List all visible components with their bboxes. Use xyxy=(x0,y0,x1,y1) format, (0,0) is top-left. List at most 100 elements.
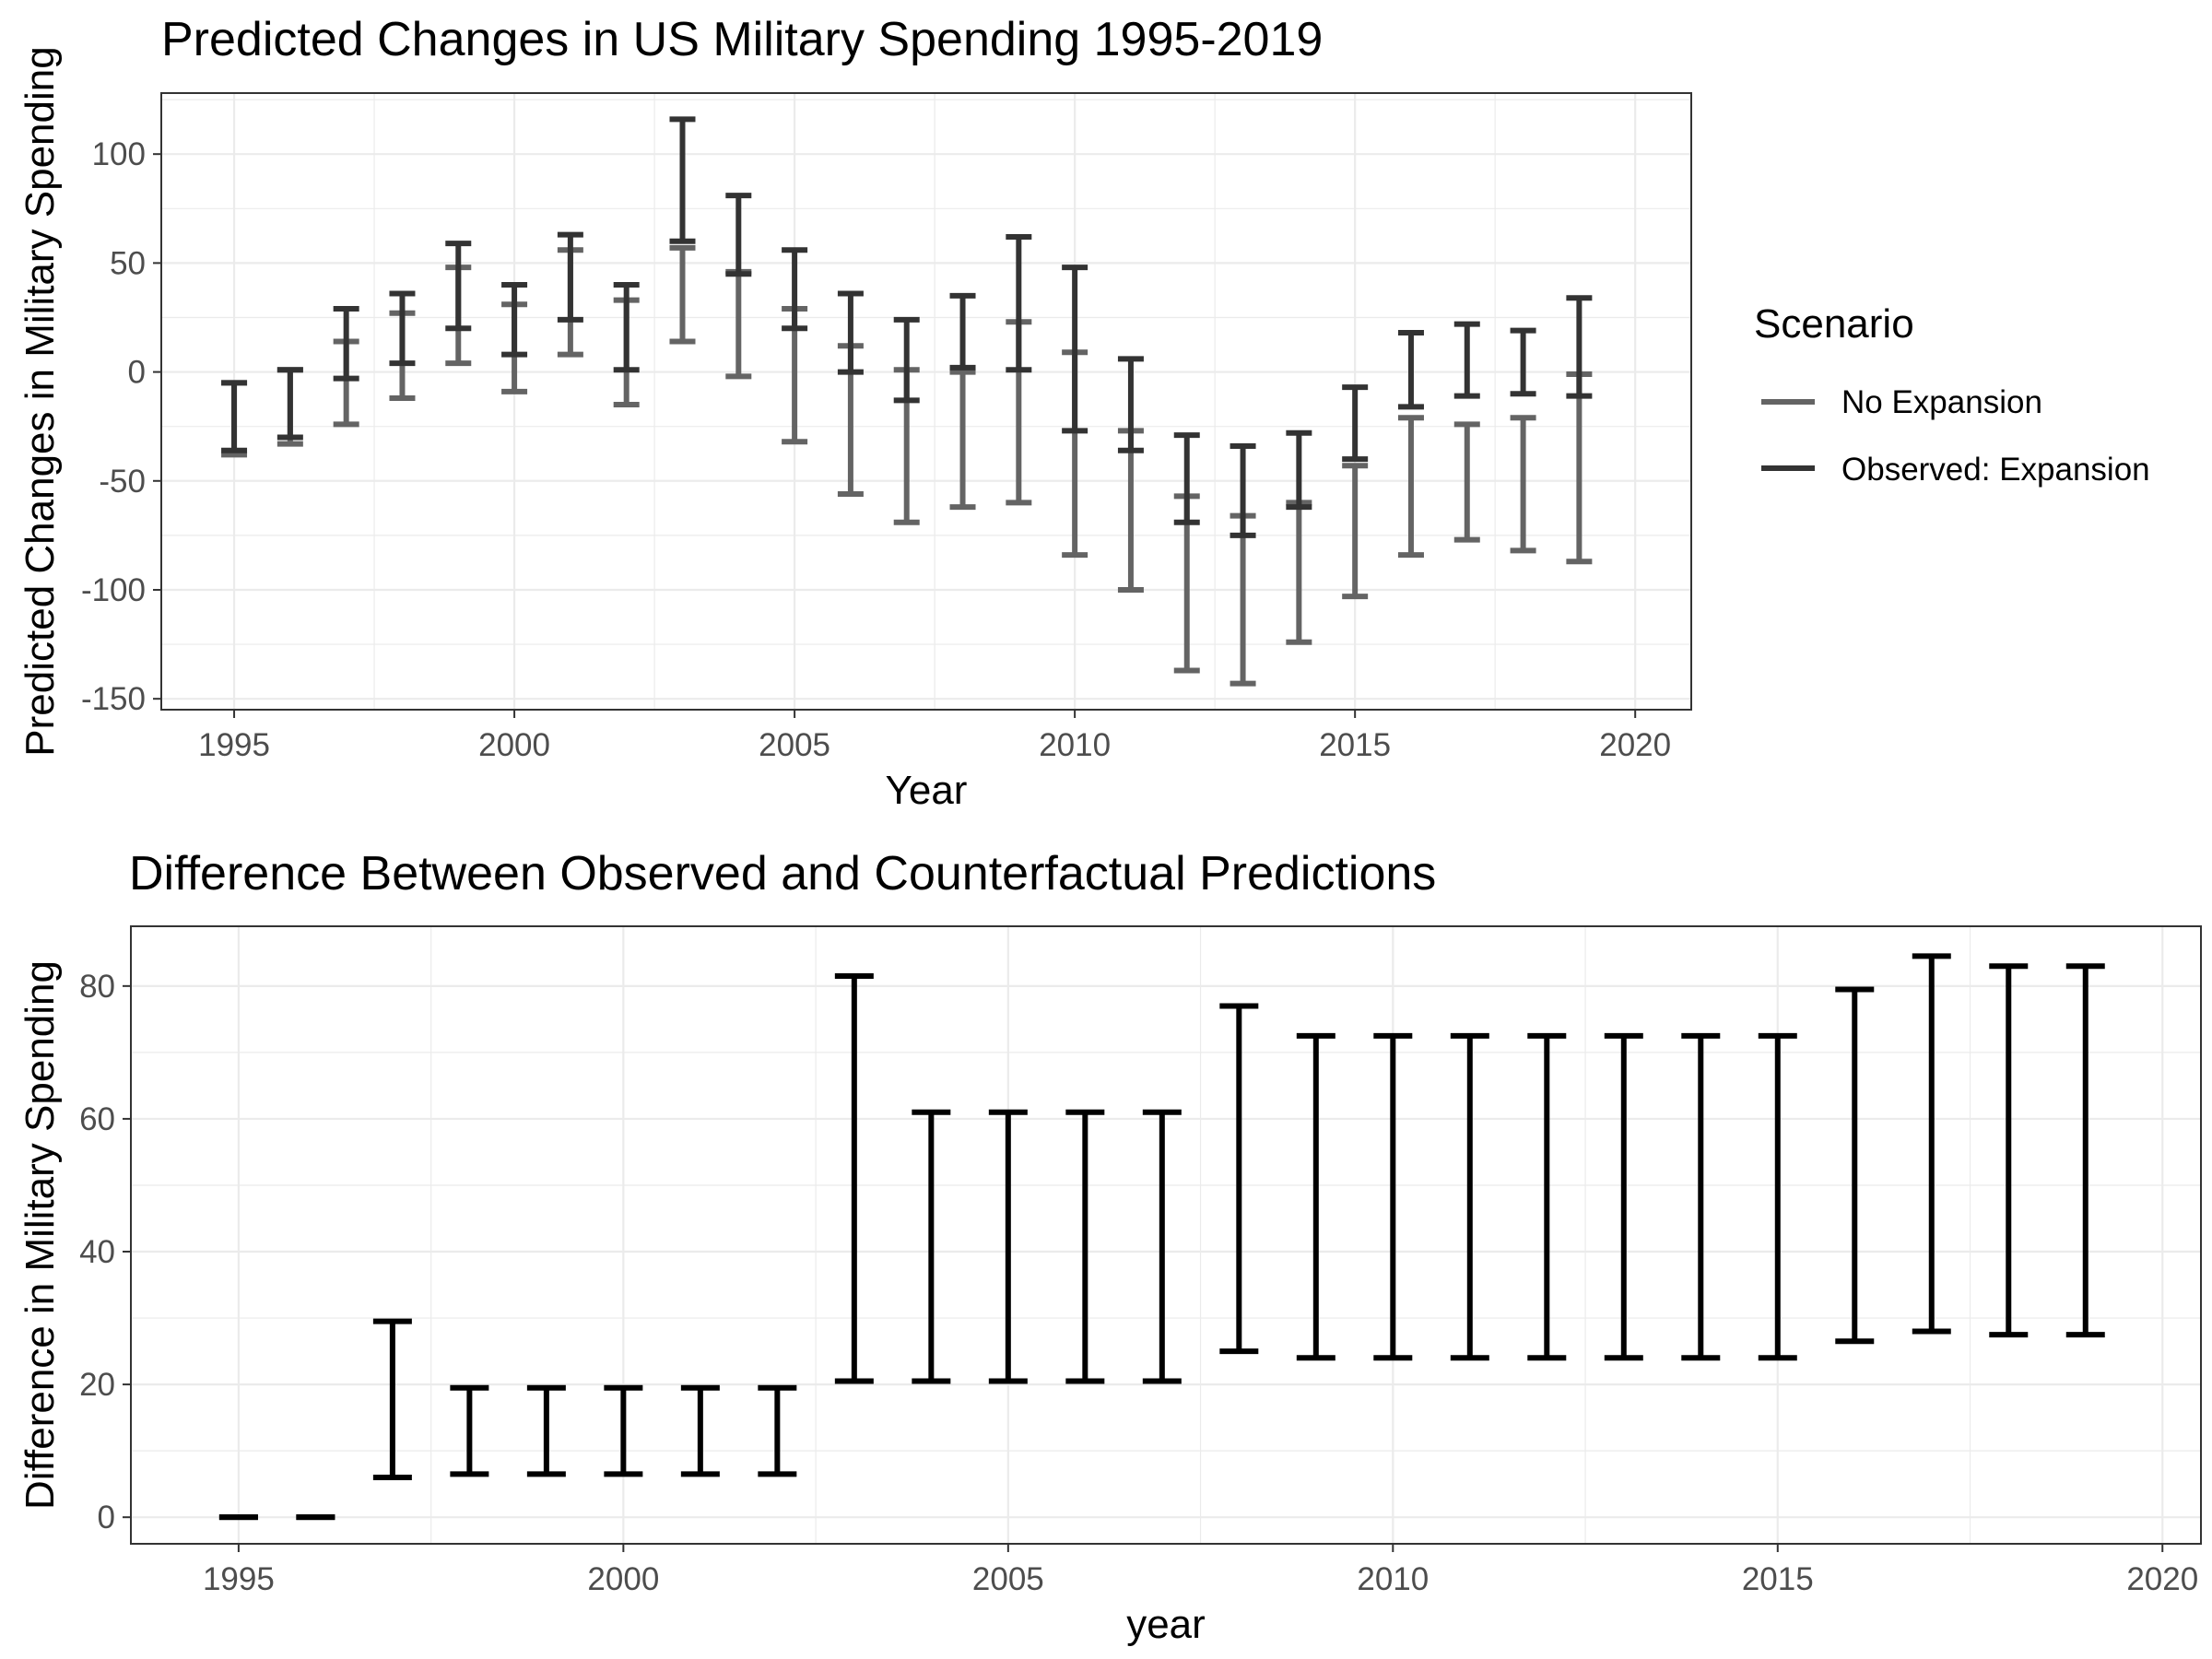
error-bar xyxy=(1397,330,1424,410)
chart-title: Predicted Changes in US Military Spendin… xyxy=(161,13,1323,66)
error-bar xyxy=(1219,1003,1259,1355)
error-bar xyxy=(1450,1032,1489,1361)
legend-label-no-expansion: No Expansion xyxy=(1841,384,2042,420)
error-bar xyxy=(1230,512,1256,687)
error-bar xyxy=(613,282,640,373)
error-bar xyxy=(389,290,416,367)
y-tick-label: -150 xyxy=(81,681,146,717)
error-bar xyxy=(834,973,874,1384)
y-axis-title: Difference in Military Spending xyxy=(18,960,63,1510)
error-bar xyxy=(333,306,359,382)
error-bar xyxy=(758,1384,797,1477)
y-axis-ticks: 100 50 0 -50 -100 -150 xyxy=(81,136,161,717)
y-tick-label: 100 xyxy=(92,136,146,172)
x-axis-title: year xyxy=(1126,1602,1206,1647)
x-tick-label: 2000 xyxy=(478,727,550,763)
y-tick-label: 60 xyxy=(79,1101,115,1137)
plot-frame xyxy=(160,92,1692,711)
x-axis-title: Year xyxy=(886,768,968,813)
error-bar xyxy=(372,1318,412,1480)
error-bar xyxy=(1510,415,1536,554)
x-axis-ticks: 1995 2000 2005 2010 2015 2020 xyxy=(198,710,1671,763)
error-bar xyxy=(1296,1032,1335,1361)
error-bar xyxy=(1065,1109,1105,1384)
y-tick-label: 20 xyxy=(79,1367,115,1403)
error-bar xyxy=(1117,356,1144,453)
top-chart-panel: Predicted Changes in US Military Spendin… xyxy=(18,13,2150,813)
y-tick-label: 0 xyxy=(98,1500,115,1535)
y-tick-label: -50 xyxy=(99,464,146,500)
error-bars xyxy=(218,953,2105,1521)
x-tick-label: 1995 xyxy=(203,1561,275,1597)
gridlines xyxy=(131,926,2201,1544)
plot-frame xyxy=(130,925,2202,1545)
legend-title: Scenario xyxy=(1754,301,1914,347)
error-bar xyxy=(1835,986,1875,1345)
error-bar xyxy=(526,1384,566,1477)
y-axis-ticks: 80 60 40 20 0 xyxy=(79,969,131,1535)
error-bar xyxy=(1566,295,1593,399)
error-bar xyxy=(669,116,696,244)
error-bars xyxy=(221,116,1593,687)
error-bar xyxy=(1342,463,1369,600)
error-bar xyxy=(725,268,752,380)
x-tick-label: 2015 xyxy=(1742,1561,1814,1597)
error-bar xyxy=(1397,415,1424,559)
error-bar xyxy=(669,244,696,345)
error-bar xyxy=(1912,953,1951,1335)
x-tick-label: 1995 xyxy=(198,727,270,763)
error-bar xyxy=(1453,321,1480,399)
error-bar xyxy=(1142,1109,1182,1384)
error-bar xyxy=(1373,1032,1413,1361)
error-bar xyxy=(1758,1032,1797,1361)
gridlines xyxy=(161,93,1691,710)
y-tick-label: 80 xyxy=(79,969,115,1005)
error-bar xyxy=(1286,500,1312,645)
error-bar xyxy=(680,1384,720,1477)
error-bar xyxy=(221,380,248,453)
error-bar xyxy=(1453,421,1480,543)
error-bar xyxy=(604,1384,643,1477)
error-bar xyxy=(276,367,303,441)
x-tick-label: 2005 xyxy=(972,1561,1044,1597)
x-tick-label: 2000 xyxy=(587,1561,659,1597)
y-tick-label: -100 xyxy=(81,572,146,608)
legend-label-observed-expansion: Observed: Expansion xyxy=(1841,452,2150,488)
bottom-chart-panel: Difference Between Observed and Counterf… xyxy=(18,847,2202,1647)
y-tick-label: 0 xyxy=(128,355,146,391)
error-bar xyxy=(1527,1032,1567,1361)
error-bar xyxy=(988,1109,1028,1384)
x-tick-label: 2020 xyxy=(1599,727,1671,763)
error-bar xyxy=(450,1384,489,1477)
chart-title: Difference Between Observed and Counterf… xyxy=(129,847,1436,900)
x-tick-label: 2010 xyxy=(1039,727,1111,763)
error-bar xyxy=(1117,428,1144,593)
error-bar xyxy=(725,193,752,277)
error-bar xyxy=(445,241,472,332)
error-bar xyxy=(837,290,864,375)
error-bar xyxy=(1681,1032,1721,1361)
error-bar xyxy=(1286,429,1312,511)
error-bar xyxy=(1510,327,1536,397)
error-bar xyxy=(1230,442,1256,538)
error-bar xyxy=(2065,963,2105,1338)
x-axis-ticks: 1995 2000 2005 2010 2015 2020 xyxy=(203,1544,2198,1597)
x-tick-label: 2005 xyxy=(759,727,830,763)
x-tick-label: 2015 xyxy=(1319,727,1391,763)
y-tick-label: 40 xyxy=(79,1234,115,1270)
x-tick-label: 2010 xyxy=(1357,1561,1429,1597)
error-bar xyxy=(557,231,583,323)
error-bar xyxy=(1342,384,1369,463)
error-bar xyxy=(1173,432,1200,525)
error-bar xyxy=(1006,234,1032,373)
x-tick-label: 2020 xyxy=(2126,1561,2198,1597)
error-bar xyxy=(949,369,976,511)
error-bar xyxy=(1989,963,2029,1338)
error-bar xyxy=(912,1109,951,1384)
error-bar xyxy=(1566,371,1593,565)
y-axis-title: Predicted Changes in Military Spending xyxy=(18,46,63,756)
error-bar xyxy=(949,292,976,371)
error-bar xyxy=(1062,265,1088,434)
error-bar xyxy=(1604,1032,1643,1361)
